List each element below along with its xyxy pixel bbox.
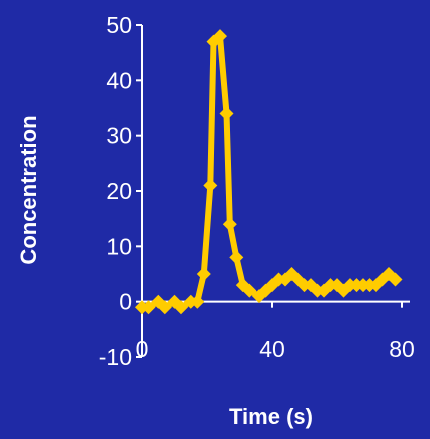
data-point-marker [190,294,205,309]
x-tick-label: 0 [136,336,149,362]
x-tick-label: 40 [259,336,285,362]
y-ticks: -10 0 10 20 30 40 50 [99,12,142,370]
y-tick-label: 40 [106,67,132,93]
series-markers [135,29,403,315]
x-ticks: 0 40 80 [136,301,415,362]
y-tick-label: 30 [106,123,132,149]
data-point-marker [157,300,172,315]
y-tick-label: -10 [99,344,132,370]
data-point-marker [141,300,156,315]
data-point-marker [229,250,244,265]
data-point-marker [222,217,237,232]
series-line [139,33,399,311]
data-point-marker [388,272,403,287]
data-point-marker [242,283,257,298]
y-axis-title: Concentration [16,115,41,264]
y-tick-label: 10 [106,233,132,259]
data-point-marker [219,106,234,121]
y-tick-label: 0 [119,289,132,315]
x-tick-label: 80 [389,336,415,362]
x-axis-title: Time (s) [229,404,313,429]
y-tick-label: 20 [106,178,132,204]
data-point-marker [174,300,188,315]
data-point-marker [196,267,211,281]
y-tick-label: 50 [106,12,132,38]
data-point-marker [203,178,218,193]
data-point-marker [213,29,227,44]
